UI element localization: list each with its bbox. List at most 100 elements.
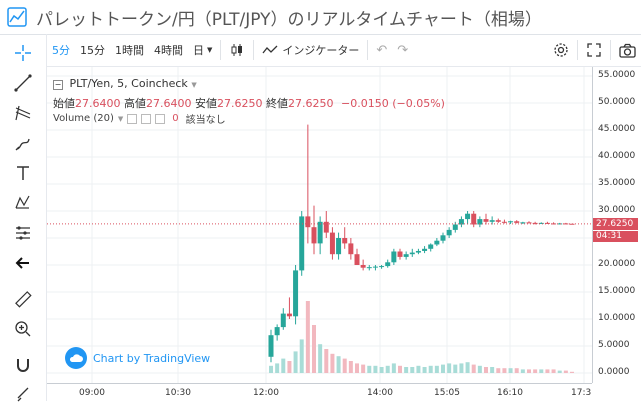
volume-bar bbox=[496, 368, 501, 373]
screenshot-button[interactable] bbox=[614, 34, 641, 67]
close-label: 終値 bbox=[266, 97, 288, 110]
interval-5m[interactable]: 5分 bbox=[52, 44, 70, 57]
volume-bar bbox=[324, 349, 329, 373]
price-tick-label: 45.0000 bbox=[598, 124, 636, 134]
price-scale[interactable]: 0.00005.000010.000015.000020.000025.0000… bbox=[592, 67, 641, 383]
volume-bar bbox=[545, 369, 550, 373]
volume-bar bbox=[330, 353, 335, 373]
volume-na-label: 該当なし bbox=[185, 115, 226, 126]
time-tick-label: 16:10 bbox=[497, 388, 523, 398]
time-tick-label: 15:05 bbox=[434, 388, 460, 398]
volume-bar bbox=[563, 370, 568, 373]
candle-body bbox=[293, 270, 299, 317]
fullscreen-icon bbox=[587, 43, 601, 57]
lock-drawing-icon[interactable] bbox=[8, 380, 38, 406]
indicators-button[interactable]: インジケーター bbox=[257, 34, 364, 67]
candle-body bbox=[342, 238, 348, 244]
undo-button[interactable]: ↶ bbox=[371, 34, 392, 67]
candle-body bbox=[372, 266, 378, 268]
settings-small-icon[interactable] bbox=[141, 113, 152, 124]
fullscreen-button[interactable] bbox=[581, 34, 607, 67]
candle-body bbox=[274, 327, 280, 336]
interval-1h[interactable]: 1時間 bbox=[115, 44, 144, 57]
volume-bar bbox=[422, 367, 427, 373]
page-title: パレットトークン/円（PLT/JPY）のリアルタイムチャート（相場） bbox=[36, 9, 542, 30]
top-toolbar: 5分 15分 1時間 4時間 日 ▼ インジケーター ↶ ↷ bbox=[47, 34, 641, 67]
volume-bar bbox=[416, 365, 421, 373]
volume-bar bbox=[404, 367, 409, 373]
fib-icon[interactable] bbox=[8, 100, 38, 126]
volume-bar bbox=[533, 369, 538, 373]
chart-logo-icon bbox=[7, 7, 27, 27]
volume-bar bbox=[570, 371, 574, 373]
volume-bar bbox=[269, 365, 273, 373]
price-chart[interactable] bbox=[47, 67, 592, 383]
interval-15m[interactable]: 15分 bbox=[80, 44, 105, 57]
candle-body bbox=[336, 238, 342, 255]
redo-icon: ↷ bbox=[397, 42, 409, 58]
countdown-tag: 04:31 bbox=[593, 230, 638, 242]
volume-bar bbox=[514, 368, 519, 373]
period-dropdown[interactable]: 日 ▼ bbox=[188, 34, 217, 67]
candle-body bbox=[458, 219, 464, 225]
candle-body bbox=[538, 222, 544, 224]
magnet-icon[interactable] bbox=[8, 352, 38, 378]
candles-icon bbox=[231, 44, 243, 56]
volume-bar bbox=[465, 362, 470, 373]
collapse-icon[interactable]: − bbox=[53, 80, 63, 90]
candle-body bbox=[323, 221, 329, 233]
low-value: 27.6250 bbox=[217, 97, 263, 110]
volume-bar bbox=[275, 363, 280, 373]
title-bar: パレットトークン/円（PLT/JPY）のリアルタイムチャート（相場） bbox=[0, 0, 641, 34]
volume-bar bbox=[471, 364, 476, 373]
ruler-icon[interactable] bbox=[8, 286, 38, 312]
symbol-label[interactable]: PLT/Yen, 5, Coincheck bbox=[69, 77, 188, 90]
chart-type-button[interactable] bbox=[224, 34, 250, 67]
volume-bar bbox=[312, 325, 316, 373]
candle-body bbox=[446, 229, 452, 236]
volume-bar bbox=[342, 358, 347, 373]
candle-body bbox=[428, 244, 434, 249]
zoom-in-icon[interactable] bbox=[8, 316, 38, 342]
close-value: 27.6250 bbox=[288, 97, 334, 110]
time-tick-label: 17:3 bbox=[571, 388, 592, 398]
chevron-down-icon[interactable]: ▼ bbox=[117, 114, 124, 123]
watermark-text: Chart by TradingView bbox=[93, 351, 211, 365]
prediction-icon[interactable] bbox=[8, 220, 38, 246]
volume-bar bbox=[348, 361, 353, 373]
volume-bar bbox=[379, 367, 384, 373]
candle-body bbox=[379, 266, 385, 268]
candle-body bbox=[563, 223, 569, 225]
tradingview-watermark[interactable]: Chart by TradingView bbox=[65, 347, 210, 369]
time-scale[interactable]: 09:00 10:30 12:00 14:00 15:05 16:10 17:3 bbox=[47, 383, 592, 401]
divider bbox=[577, 40, 578, 60]
candle-body bbox=[305, 216, 311, 228]
settings-button[interactable] bbox=[548, 34, 574, 67]
redo-button[interactable]: ↷ bbox=[392, 34, 413, 67]
period-label: 日 bbox=[193, 44, 204, 57]
pattern-icon[interactable] bbox=[8, 190, 38, 216]
candle-body bbox=[329, 232, 335, 255]
brush-icon[interactable] bbox=[8, 130, 38, 156]
eye-icon[interactable] bbox=[127, 113, 138, 124]
trend-line-icon[interactable] bbox=[8, 70, 38, 96]
crosshair-icon[interactable] bbox=[8, 40, 38, 66]
candle-body bbox=[403, 254, 409, 257]
divider bbox=[610, 40, 611, 60]
candle-body bbox=[483, 219, 489, 222]
volume-bar bbox=[551, 369, 556, 373]
price-tick-label: 20.0000 bbox=[598, 259, 636, 269]
price-tick-label: 40.0000 bbox=[598, 151, 636, 161]
volume-bar bbox=[398, 365, 402, 373]
text-icon[interactable] bbox=[8, 160, 38, 186]
divider bbox=[367, 40, 369, 60]
arrow-left-icon[interactable] bbox=[8, 250, 38, 276]
interval-4h[interactable]: 4時間 bbox=[154, 44, 183, 57]
low-label: 安値 bbox=[195, 97, 217, 110]
volume-bar bbox=[557, 370, 562, 373]
volume-label[interactable]: Volume (20) bbox=[53, 113, 114, 124]
chevron-down-icon[interactable]: ▼ bbox=[191, 81, 197, 89]
close-small-icon[interactable] bbox=[155, 113, 166, 124]
cloud-icon bbox=[65, 347, 87, 369]
candle-body bbox=[471, 213, 477, 225]
